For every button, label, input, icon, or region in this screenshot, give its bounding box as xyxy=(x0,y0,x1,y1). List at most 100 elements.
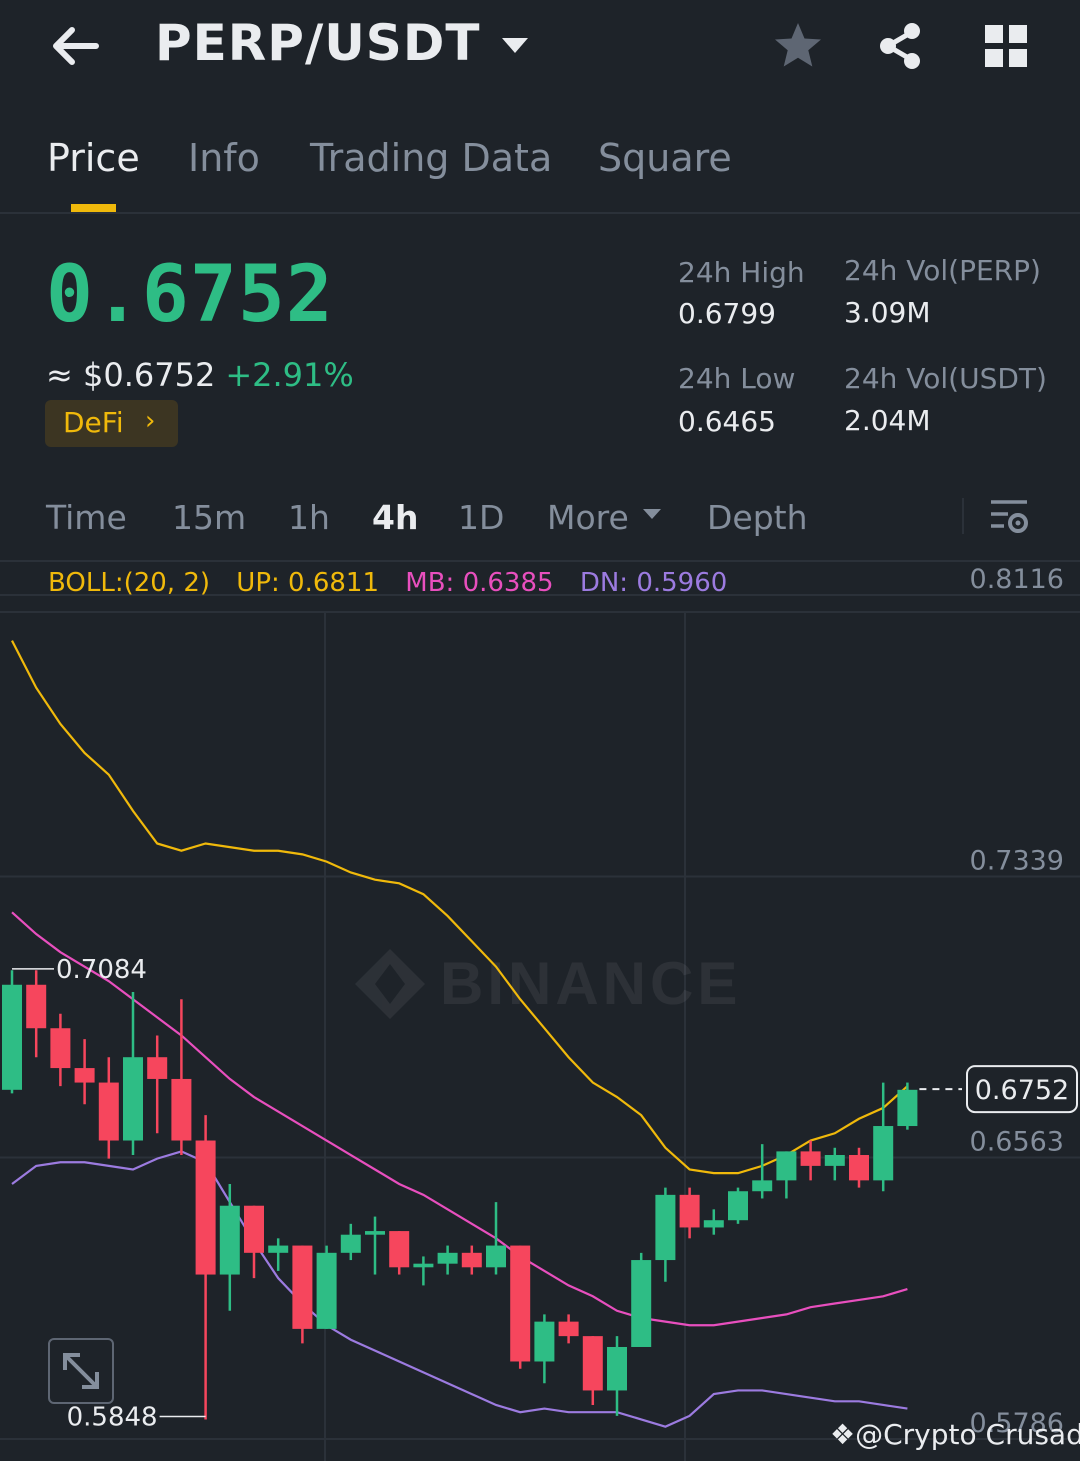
tab-square[interactable]: Square xyxy=(598,136,732,180)
interval-bar: Time 15m 1h 4h 1D More Depth xyxy=(0,480,1080,562)
tag-label: DeFi xyxy=(63,406,124,439)
candle-body xyxy=(365,1231,385,1235)
candle-body xyxy=(800,1151,821,1166)
candle-body xyxy=(703,1220,724,1228)
candle-body xyxy=(607,1346,627,1391)
vol-quote-value: 2.04M xyxy=(844,404,931,437)
caret-down-icon xyxy=(502,37,529,53)
candle-body xyxy=(292,1245,313,1329)
credit-text: @Crypto Crusador xyxy=(855,1418,1080,1451)
candle-body xyxy=(413,1263,434,1268)
candle-body xyxy=(679,1194,700,1228)
tab-bar: Price Info Trading Data Square xyxy=(0,118,1080,214)
candle-body xyxy=(389,1231,410,1268)
candle-body xyxy=(631,1260,652,1347)
price-change: +2.91% xyxy=(225,356,354,394)
candle-body xyxy=(558,1321,579,1337)
boll-legend: BOLL:(20, 2) UP: 0.6811 MB: 0.6385 DN: 0… xyxy=(48,568,745,598)
candle-body xyxy=(2,984,22,1090)
y-axis-tick-label: 0.7339 xyxy=(970,845,1064,876)
candle-body xyxy=(776,1151,797,1181)
candle-body xyxy=(582,1336,603,1391)
pair-name: PERP/USDT xyxy=(155,14,481,72)
candle-body xyxy=(655,1194,676,1261)
interval-time[interactable]: Time xyxy=(46,498,127,537)
vol-quote-label: 24h Vol(USDT) xyxy=(844,362,1047,395)
interval-more-label: More xyxy=(547,498,629,537)
fiat-price: ≈ $0.6752 xyxy=(46,356,216,394)
candle-body xyxy=(26,984,47,1029)
binance-logo-watermark: BINANCE xyxy=(355,949,741,1019)
interval-more[interactable]: More xyxy=(547,498,661,537)
y-axis-tick-label: 0.8116 xyxy=(970,564,1064,595)
candle-body xyxy=(437,1252,458,1264)
candle-body xyxy=(510,1245,531,1362)
divider xyxy=(962,498,964,534)
low-value: 0.6465 xyxy=(678,405,776,438)
vol-base-label: 24h Vol(PERP) xyxy=(844,254,1041,287)
expand-icon xyxy=(63,1353,99,1389)
candle-body xyxy=(728,1191,748,1221)
chart-settings-icon[interactable] xyxy=(988,496,1030,538)
candle-body xyxy=(534,1321,555,1362)
pair-selector[interactable]: PERP/USDT xyxy=(155,14,529,72)
chevron-right-icon: › xyxy=(145,406,156,436)
low-marker-label: 0.5848 xyxy=(67,1403,158,1433)
boll-upper-line xyxy=(11,640,909,1175)
back-arrow-icon[interactable] xyxy=(48,18,104,74)
fullscreen-button[interactable] xyxy=(48,1338,114,1404)
boll-mb: MB: 0.6385 xyxy=(405,568,554,598)
interval-1d[interactable]: 1D xyxy=(458,498,505,537)
boll-lower-line xyxy=(11,1150,908,1428)
share-icon[interactable] xyxy=(874,20,926,72)
last-price: 0.6752 xyxy=(46,250,334,340)
candle-body xyxy=(268,1245,289,1253)
interval-4h[interactable]: 4h xyxy=(372,498,419,537)
candle-body xyxy=(897,1089,918,1127)
grid-icon[interactable] xyxy=(980,20,1032,72)
candle-body xyxy=(195,1140,216,1275)
candle-body xyxy=(219,1205,240,1275)
credit-label: ❖@Crypto Crusador xyxy=(830,1418,1080,1451)
high-label: 24h High xyxy=(678,256,805,289)
caret-down-icon xyxy=(642,508,661,519)
candle-body xyxy=(461,1252,482,1268)
candle-body xyxy=(74,1068,95,1083)
current-price-tag xyxy=(966,1065,1078,1114)
candle-body xyxy=(123,1057,143,1141)
candle-body xyxy=(340,1234,361,1253)
candle-body xyxy=(752,1180,773,1192)
defi-tag-button[interactable]: DeFi › xyxy=(45,400,178,447)
y-axis-tick-label: 0.5786 xyxy=(970,1408,1064,1439)
high-value: 0.6799 xyxy=(678,297,776,330)
interval-1h[interactable]: 1h xyxy=(288,498,330,537)
boll-middle-line xyxy=(11,911,908,1327)
candle-body xyxy=(171,1078,192,1141)
candle-body xyxy=(244,1205,264,1253)
watermark-text: BINANCE xyxy=(440,950,741,1017)
tab-info[interactable]: Info xyxy=(188,136,260,180)
top-bar: PERP/USDT xyxy=(0,0,1080,100)
candlestick-chart[interactable]: BINANCE 0.8116 0.7339 0.6563 0.5786 0.6752 0.7… xyxy=(0,562,1080,1461)
interval-depth[interactable]: Depth xyxy=(707,498,808,537)
candle-body xyxy=(147,1057,168,1079)
interval-15m[interactable]: 15m xyxy=(172,498,247,537)
vol-base-value: 3.09M xyxy=(844,296,931,329)
binance-logo-icon xyxy=(355,949,425,1019)
star-icon[interactable] xyxy=(772,20,824,72)
candle-body xyxy=(50,1028,71,1069)
tab-trading-data[interactable]: Trading Data xyxy=(310,136,553,180)
boll-name: BOLL:(20, 2) xyxy=(48,568,211,598)
y-axis-tick-label: 0.6563 xyxy=(970,1127,1064,1158)
tab-price[interactable]: Price xyxy=(47,136,140,180)
current-price-label: 0.6752 xyxy=(975,1075,1069,1106)
candle-body xyxy=(98,1082,119,1141)
candle-body xyxy=(824,1155,845,1166)
high-marker-label: 0.7084 xyxy=(56,955,147,985)
active-tab-indicator xyxy=(71,204,116,212)
candle-body xyxy=(316,1252,337,1329)
fiat-price-row: ≈ $0.6752 +2.91% xyxy=(46,356,354,394)
candle-body xyxy=(873,1126,894,1181)
diamond-icon: ❖ xyxy=(830,1418,856,1451)
candle-body xyxy=(849,1155,869,1181)
